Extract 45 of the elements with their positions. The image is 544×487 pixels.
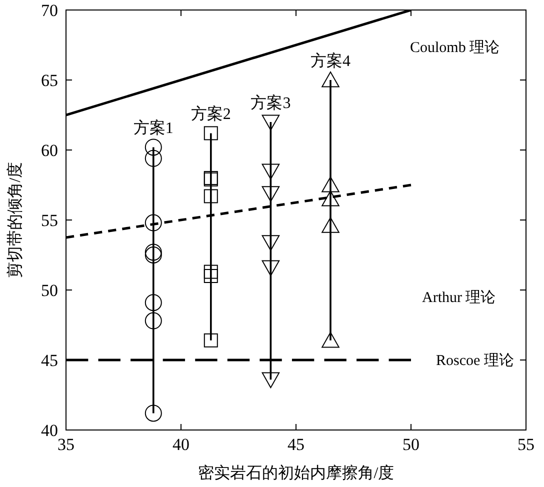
- series-label: 方案3: [250, 94, 291, 112]
- point: [204, 264, 218, 279]
- x-tick-label: 50: [402, 435, 420, 454]
- x-tick-label: 55: [518, 435, 534, 454]
- point: [262, 114, 280, 130]
- y-tick-label: 65: [41, 71, 58, 90]
- y-tick-label: 70: [41, 1, 58, 20]
- point: [262, 186, 280, 202]
- point: [144, 150, 162, 167]
- point: [262, 372, 280, 388]
- point: [262, 260, 280, 276]
- series-label: 方案4: [310, 52, 350, 70]
- point: [144, 404, 162, 422]
- y-axis-title: 剪切带的倾角/度: [6, 162, 24, 278]
- point: [322, 72, 340, 88]
- point: [144, 138, 162, 156]
- x-axis-title: 密实岩石的初始内摩擦角/度: [198, 464, 394, 482]
- point: [144, 246, 162, 264]
- point: [204, 333, 218, 348]
- point: [204, 269, 218, 283]
- point: [144, 214, 162, 232]
- point: [144, 312, 162, 330]
- y-tick-label: 55: [41, 211, 58, 230]
- annotation: Arthur 理论: [422, 289, 496, 306]
- point: [144, 294, 162, 312]
- x-tick-label: 45: [288, 435, 304, 454]
- point: [322, 190, 340, 206]
- x-tick-label: 35: [58, 435, 74, 454]
- point: [204, 126, 218, 140]
- y-tick-label: 40: [41, 421, 58, 440]
- point: [144, 244, 162, 261]
- y-tick-label: 50: [41, 281, 58, 300]
- series-label: 方案2: [190, 105, 231, 124]
- series-label: 方案1: [133, 119, 174, 138]
- point: [204, 189, 218, 204]
- x-tick-label: 40: [172, 435, 190, 454]
- point: [262, 164, 280, 180]
- point: [322, 176, 340, 192]
- point: [262, 235, 280, 251]
- annotation: Coulomb 理论: [410, 39, 500, 56]
- annotation: Roscoe 理论: [436, 352, 514, 369]
- y-tick-label: 45: [41, 351, 58, 370]
- point: [322, 332, 340, 348]
- point: [322, 217, 340, 233]
- y-tick-label: 60: [41, 141, 58, 160]
